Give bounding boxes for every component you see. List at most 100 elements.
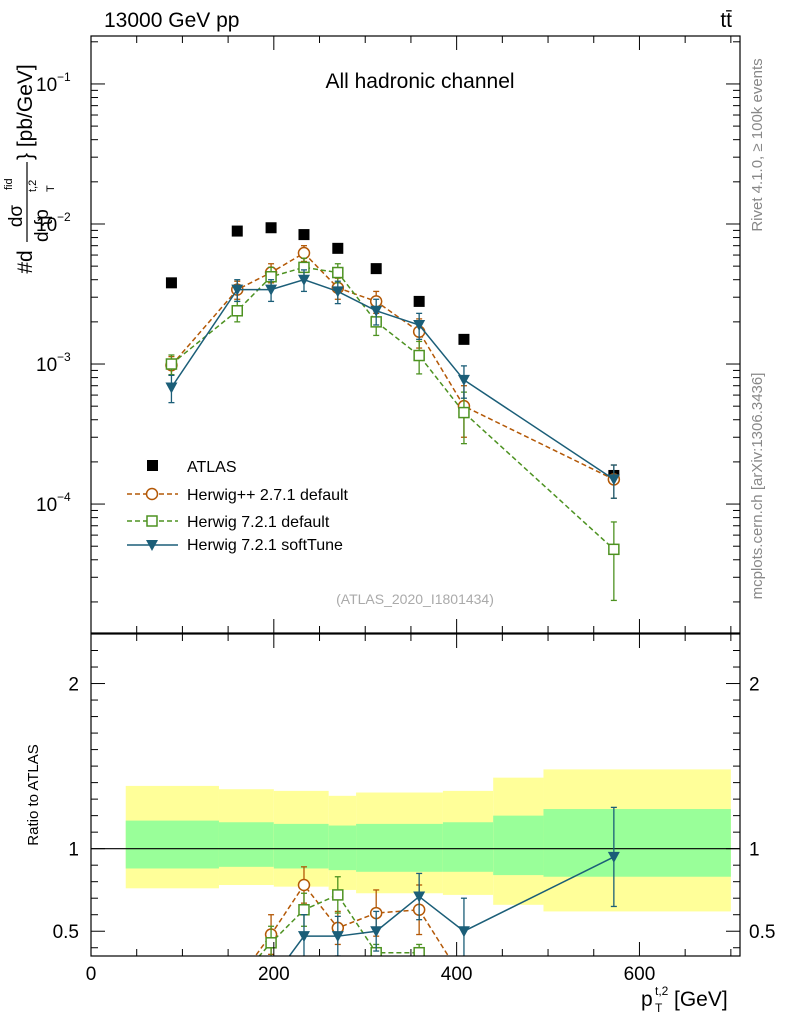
legend-entry-herwig721: Herwig 7.2.1 default — [127, 514, 330, 531]
band-inner — [493, 815, 544, 876]
point-atlas — [298, 229, 310, 241]
point-atlas — [413, 295, 425, 307]
point-herwig721 — [413, 349, 425, 362]
band-inner — [442, 822, 494, 872]
ratio-panel: 0.5 0.5 1 1 2 2 0 200 400 600 Ratio to ATLAS p t,… — [25, 633, 775, 1015]
ratio-xtick-label: 400 — [441, 964, 473, 985]
legend-label-atlas: ATLAS — [187, 459, 237, 476]
series-atlas — [165, 222, 620, 481]
band-inner — [356, 823, 443, 872]
process-label: tt̄ — [720, 9, 732, 32]
band-inner — [125, 820, 219, 869]
ratio-point-softtune — [331, 931, 344, 943]
legend: ATLAS Herwig++ 2.7.1 default Herwig 7.2.… — [127, 459, 349, 554]
legend-label-herwig721: Herwig 7.2.1 default — [187, 514, 330, 531]
ratio-point-herwig721 — [298, 904, 310, 916]
ratio-point-softtune — [457, 926, 470, 938]
legend-marker-herwig721 — [146, 515, 158, 527]
point-herwig721 — [458, 406, 470, 419]
energy-label: 13000 GeV pp — [104, 9, 239, 32]
ratio-point-herwig721 — [232, 976, 242, 986]
ratio-point-herwig721 — [265, 937, 277, 949]
point-softtune — [265, 284, 278, 296]
legend-marker-atlas — [147, 460, 158, 471]
point-herwig721 — [231, 305, 244, 317]
main-ticks: 10−110−210−310−4 — [36, 36, 740, 633]
ylabel-denominator-sup: t,2 — [27, 180, 39, 192]
legend-entry-herwigpp: Herwig++ 2.7.1 default — [127, 487, 349, 504]
ylabel-denominator: d {p — [32, 209, 53, 242]
ratio-series-softtune — [288, 806, 620, 956]
series-softtune — [165, 269, 620, 499]
ratio-point-softtune — [607, 851, 620, 863]
ratio-point-softtune — [297, 931, 310, 943]
ratio-xtick-label: 600 — [624, 964, 656, 985]
point-softtune — [413, 319, 426, 331]
legend-marker-softtune — [146, 540, 158, 551]
xlabel-sup: t,2 — [655, 984, 669, 998]
ratio-xtick-label: 200 — [258, 964, 290, 985]
ratio-point-herwig721 — [332, 889, 344, 901]
ratio-point-herwig721 — [413, 946, 425, 956]
band-inner — [273, 823, 329, 869]
ratio-ytick-label-left: 2 — [68, 675, 79, 696]
point-atlas — [231, 225, 243, 237]
ylabel-suffix: } [pb/GeV] — [14, 64, 37, 160]
ratio-xtick-label: 0 — [86, 964, 97, 985]
point-atlas — [332, 242, 344, 254]
legend-label-softtune: Herwig 7.2.1 softTune — [187, 537, 343, 554]
point-herwig721 — [332, 266, 344, 279]
analysis-tag: (ATLAS_2020_I1801434) — [336, 591, 494, 607]
ratio-point-herwigpp — [232, 975, 243, 986]
xlabel-sub: T — [655, 1001, 663, 1015]
legend-entry-atlas: ATLAS — [147, 459, 237, 476]
ratio-point-softtune — [370, 926, 383, 938]
main-ytick-label: 10 — [36, 75, 57, 96]
main-ytick-label: 10 — [36, 495, 57, 516]
point-softtune — [165, 382, 178, 394]
ratio-xlabel: p t,2 T [GeV] — [641, 984, 728, 1015]
ylabel-prefix: #d — [14, 250, 37, 273]
main-marks — [165, 222, 621, 602]
ylabel-numerator: dσ — [6, 205, 27, 228]
point-softtune — [370, 305, 383, 317]
ratio-point-herwigpp — [297, 878, 311, 892]
ratio-ticks: 0.5 0.5 1 1 2 2 0 200 400 600 — [53, 634, 775, 985]
band-inner — [218, 822, 274, 867]
legend-entry-softtune: Herwig 7.2.1 softTune — [127, 537, 343, 554]
point-softtune — [331, 286, 344, 298]
main-panel: 10−110−210−310−4 All hadronic channel (A… — [3, 35, 741, 634]
point-softtune — [297, 274, 310, 286]
legend-marker-herwigpp — [145, 487, 159, 501]
band-inner — [543, 809, 731, 877]
ratio-ytick-label-right: 2 — [749, 675, 760, 696]
main-ytick-label: 10 — [36, 355, 57, 376]
xlabel-main: p — [641, 988, 653, 1011]
main-title: All hadronic channel — [325, 70, 514, 93]
point-herwig721 — [165, 358, 178, 370]
main-ytick-label-exp: −3 — [57, 350, 71, 364]
rivet-label: Rivet 4.1.0, ≥ 100k events — [749, 58, 766, 231]
legend-label-herwigpp: Herwig++ 2.7.1 default — [187, 487, 349, 504]
ratio-ytick-label-left: 0.5 — [53, 922, 79, 943]
ratio-ytick-label-left: 1 — [68, 840, 79, 861]
ratio-ylabel: Ratio to ATLAS — [25, 744, 42, 845]
series-herwig721 — [165, 257, 620, 602]
point-atlas — [165, 277, 177, 289]
ratio-line-softtune — [288, 856, 615, 956]
point-atlas — [458, 333, 470, 345]
point-herwigpp — [297, 246, 311, 260]
ratio-ytick-label-right: 0.5 — [749, 922, 775, 943]
ratio-ytick-label-right: 1 — [749, 840, 760, 861]
point-softtune — [231, 284, 244, 296]
mcplots-label: mcplots.cern.ch [arXiv:1306.3436] — [749, 373, 766, 600]
point-herwig721 — [608, 543, 620, 556]
point-atlas — [370, 263, 382, 275]
ylabel-numerator-sup: fid — [3, 178, 15, 190]
band-inner — [328, 825, 357, 871]
main-ylabel: #d dσ fid d {p t,2 T } [pb/GeV] — [3, 64, 57, 273]
main-ytick-label-exp: −2 — [57, 210, 71, 224]
ratio-marks — [91, 769, 740, 986]
ratio-frame — [90, 633, 741, 957]
